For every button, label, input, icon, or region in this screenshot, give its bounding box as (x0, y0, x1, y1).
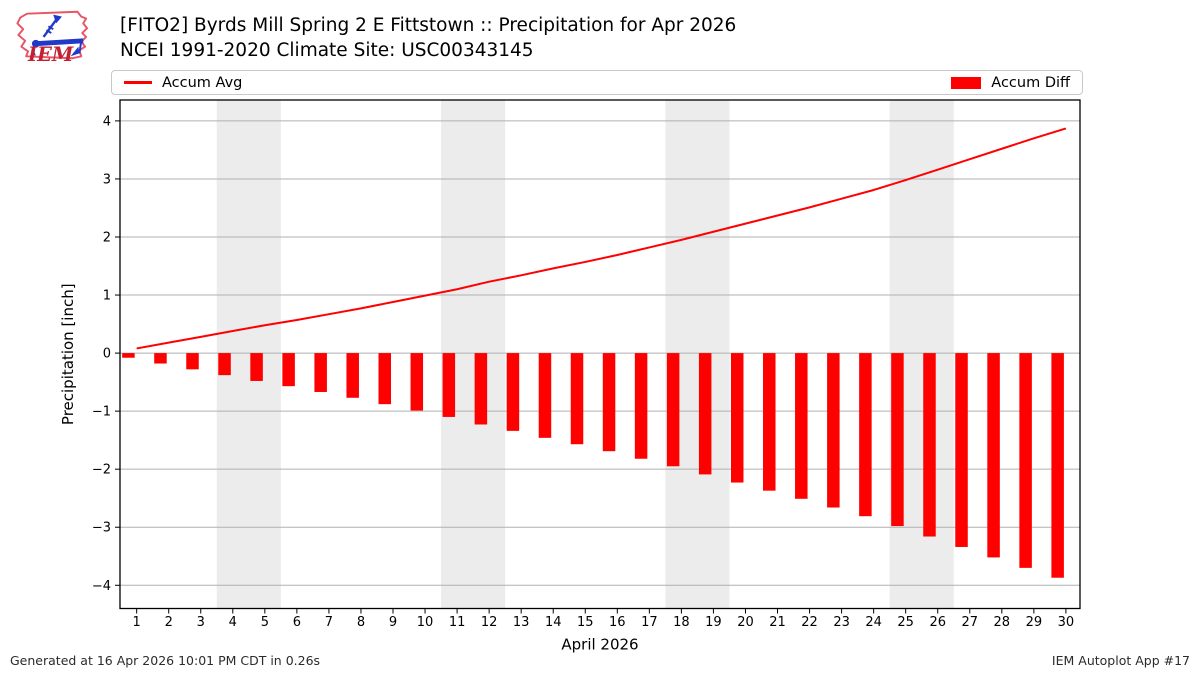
x-tick-label: 22 (801, 615, 818, 630)
x-tick-label: 27 (961, 615, 978, 630)
accum-diff-bar (314, 353, 327, 392)
x-tick-label: 1 (133, 615, 141, 630)
x-tick-label: 9 (389, 615, 397, 630)
accum-diff-bar (282, 353, 295, 387)
weather-vane-icon (31, 14, 84, 57)
accum-diff-bar (634, 353, 648, 459)
accum-diff-bar (378, 353, 392, 405)
x-tick-label: 12 (481, 615, 498, 630)
accum-diff-bar (154, 353, 167, 364)
x-tick-label: 11 (449, 615, 466, 630)
accum-diff-bar (410, 353, 424, 411)
accum-diff-bar (955, 353, 968, 547)
x-tick-label: 18 (673, 615, 690, 630)
x-tick-label: 6 (293, 615, 301, 630)
accum-diff-bar (698, 353, 712, 475)
x-tick-label: 23 (833, 615, 850, 630)
y-tick-label: −1 (92, 405, 111, 420)
chart-legend: Accum Avg Accum Diff (111, 70, 1083, 95)
accum-diff-bar (346, 353, 359, 398)
legend-label: Accum Avg (162, 74, 243, 91)
accum-diff-bar (570, 353, 584, 445)
accum-diff-bar (923, 353, 936, 537)
app-credit: IEM Autoplot App #17 (1051, 653, 1190, 668)
y-tick-label: 4 (103, 114, 111, 129)
accum-diff-bar (795, 353, 808, 499)
accum-diff-bar (666, 353, 680, 467)
x-tick-label: 13 (513, 615, 530, 630)
accum-diff-bar (474, 353, 488, 425)
plot-border (119, 99, 1081, 610)
x-tick-label: 8 (357, 615, 365, 630)
generated-timestamp: Generated at 16 Apr 2026 10:01 PM CDT in… (10, 653, 321, 668)
accum-diff-bar (250, 353, 263, 381)
accum-diff-bar (506, 353, 520, 431)
x-tick-label: 24 (865, 615, 882, 630)
accum-diff-bar (987, 353, 1000, 558)
legend-label: Accum Diff (991, 74, 1070, 91)
accum-diff-rect-swatch (951, 76, 982, 89)
accum-diff-bar (891, 353, 904, 527)
logo-text: IEM (27, 43, 74, 65)
iem-logo: IEM (16, 10, 89, 65)
y-tick-label: 0 (103, 347, 111, 362)
x-tick-label: 5 (261, 615, 269, 630)
x-tick-label: 10 (417, 615, 434, 630)
x-tick-label: 2 (165, 615, 173, 630)
x-tick-label: 17 (641, 615, 658, 630)
accum-diff-bar (122, 353, 135, 358)
y-axis-title: Precipitation [inch] (59, 283, 77, 425)
y-tick-label: −2 (92, 463, 111, 478)
x-tick-label: 3 (197, 615, 205, 630)
accum-diff-bar (730, 353, 744, 483)
x-tick-label: 21 (769, 615, 786, 630)
legend-item-accum-avg: Accum Avg (124, 75, 242, 91)
iowa-outline (16, 10, 89, 60)
x-tick-label: 29 (1026, 615, 1043, 630)
x-tick-label: 26 (929, 615, 946, 630)
page-subtitle: NCEI 1991-2020 Climate Site: USC00343145 (120, 40, 534, 61)
accum-diff-bar (186, 353, 199, 370)
x-tick-label: 4 (229, 615, 237, 630)
x-tick-label: 16 (609, 615, 626, 630)
y-tick-label: 3 (103, 172, 111, 187)
x-tick-label: 28 (994, 615, 1011, 630)
x-tick-label: 30 (1058, 615, 1075, 630)
x-tick-label: 19 (705, 615, 722, 630)
y-tick-label: 1 (103, 289, 111, 304)
x-tick-label: 7 (325, 615, 333, 630)
y-tick-label: 2 (103, 230, 111, 245)
y-tick-label: −3 (92, 521, 111, 536)
accum-diff-bar (859, 353, 872, 517)
x-tick-label: 15 (577, 615, 594, 630)
x-tick-label: 20 (737, 615, 754, 630)
x-tick-label: 14 (545, 615, 562, 630)
page-title: [FITO2] Byrds Mill Spring 2 E Fittstown … (120, 15, 737, 36)
accum-diff-bar (1019, 353, 1032, 568)
accum-diff-bar (827, 353, 840, 508)
accum-diff-bar (442, 353, 456, 417)
accum-diff-bar (1051, 353, 1064, 578)
x-tick-label: 25 (897, 615, 914, 630)
y-tick-label: −4 (92, 579, 111, 594)
accum-diff-bar (538, 353, 552, 438)
accum-avg-line-swatch (124, 81, 152, 84)
accum-diff-bar (763, 353, 776, 491)
title-block: [FITO2] Byrds Mill Spring 2 E Fittstown … (120, 13, 736, 63)
accum-diff-bar (218, 353, 231, 376)
legend-item-accum-diff: Accum Diff (951, 75, 1070, 91)
x-axis-title: April 2026 (561, 636, 638, 654)
accum-diff-bar (602, 353, 616, 452)
accum-avg-line (136, 127, 1067, 350)
